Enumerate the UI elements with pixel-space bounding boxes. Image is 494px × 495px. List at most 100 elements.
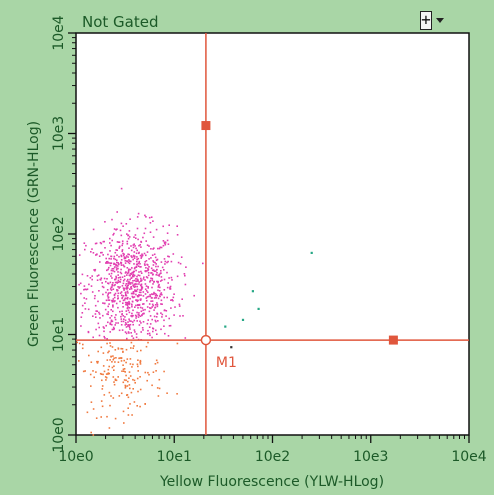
event-point — [155, 320, 157, 323]
event-point — [87, 308, 90, 311]
event-point — [124, 384, 127, 387]
event-point — [173, 314, 175, 316]
event-point — [101, 285, 104, 288]
event-point — [139, 376, 141, 378]
event-point — [117, 361, 120, 363]
event-point — [122, 350, 124, 353]
event-point — [128, 281, 130, 284]
event-point — [167, 255, 169, 258]
event-point — [109, 262, 112, 264]
event-point — [155, 293, 158, 296]
plus-icon[interactable]: + — [420, 10, 432, 30]
event-point — [109, 237, 111, 240]
event-point — [107, 282, 110, 285]
event-point — [109, 281, 112, 284]
chevron-down-icon[interactable] — [436, 17, 444, 23]
event-point — [157, 297, 160, 300]
event-point — [172, 299, 174, 302]
event-point — [129, 268, 132, 271]
event-point — [102, 254, 104, 256]
event-point — [168, 317, 170, 320]
event-point — [95, 417, 98, 419]
event-point — [102, 326, 105, 328]
event-point — [120, 315, 122, 318]
quadrant-cursor[interactable]: M1 — [76, 33, 469, 435]
event-point — [128, 326, 131, 329]
event-point — [156, 258, 159, 261]
event-point — [126, 285, 128, 288]
event-point — [112, 282, 114, 284]
event-point — [156, 302, 158, 304]
event-point — [128, 303, 130, 306]
event-point — [150, 257, 152, 259]
event-point — [134, 266, 136, 269]
event-point — [148, 303, 151, 305]
event-point — [90, 361, 93, 363]
event-point — [134, 382, 136, 384]
event-point — [140, 291, 142, 294]
event-point — [140, 277, 142, 280]
event-point — [116, 282, 119, 284]
event-point — [140, 289, 142, 291]
event-point — [90, 385, 92, 387]
event-point — [119, 310, 121, 313]
event-point — [155, 329, 157, 332]
event-point — [97, 360, 99, 363]
event-point — [152, 269, 155, 271]
event-point — [92, 315, 94, 317]
event-point — [138, 291, 141, 294]
event-point — [98, 326, 100, 329]
event-point — [141, 307, 144, 309]
event-point — [153, 315, 156, 318]
event-point — [108, 266, 110, 269]
event-point — [155, 265, 157, 268]
event-point — [125, 379, 127, 382]
event-point — [124, 301, 127, 304]
event-point — [126, 267, 129, 269]
event-point — [134, 285, 137, 288]
event-point — [140, 272, 143, 274]
event-point — [144, 293, 147, 295]
event-point — [113, 300, 115, 303]
add-gate-control[interactable]: + — [420, 10, 444, 30]
event-point — [161, 266, 164, 269]
event-point — [137, 365, 139, 368]
event-point — [163, 309, 166, 311]
event-point — [131, 300, 134, 303]
event-point — [135, 247, 137, 250]
event-point — [136, 295, 139, 297]
cursor-handle-1[interactable] — [388, 335, 398, 345]
event-point — [146, 379, 148, 382]
event-point — [121, 244, 123, 247]
event-point — [174, 306, 176, 308]
event-point — [128, 253, 130, 256]
event-point — [153, 291, 155, 294]
event-point — [121, 242, 124, 245]
event-point — [160, 312, 162, 314]
cursor-intersection-handle[interactable] — [200, 334, 212, 346]
event-point — [115, 229, 117, 231]
event-point — [141, 253, 143, 255]
event-point — [109, 359, 111, 361]
event-point — [120, 291, 123, 293]
event-point — [120, 255, 123, 258]
event-point — [156, 272, 158, 274]
cursor-handle-0[interactable] — [201, 121, 211, 131]
event-point — [164, 332, 166, 335]
event-point — [132, 363, 134, 366]
event-point — [154, 319, 157, 322]
event-point — [100, 242, 103, 245]
event-point — [115, 379, 118, 382]
event-point — [147, 274, 150, 277]
event-point — [139, 306, 142, 309]
event-point — [126, 298, 129, 300]
x-tick-label: 10e4 — [451, 449, 486, 465]
event-point — [108, 350, 110, 353]
event-point — [84, 308, 87, 310]
event-point — [128, 320, 131, 322]
event-point — [123, 256, 126, 258]
event-point — [123, 278, 126, 281]
event-point — [106, 338, 108, 340]
event-point — [124, 262, 127, 264]
